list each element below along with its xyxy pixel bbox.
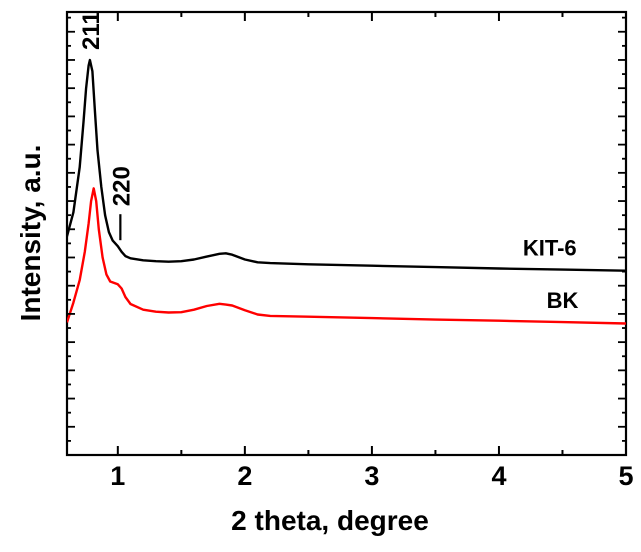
x-axis-title: 2 theta, degree: [231, 505, 429, 536]
peak-label-220: 220: [108, 166, 135, 206]
series-label-kit-6: KIT-6: [523, 236, 577, 261]
x-tick-label-3: 3: [364, 461, 379, 491]
x-tick-label-1: 1: [110, 461, 125, 491]
peak-label-211: 211: [78, 11, 105, 50]
series-line-bk: [67, 187, 626, 325]
x-tick-label-5: 5: [618, 461, 633, 491]
series-label-bk: BK: [547, 288, 579, 313]
x-tick-label-4: 4: [491, 461, 506, 491]
y-axis-title: Intensity, a.u.: [15, 145, 46, 322]
x-tick-label-2: 2: [237, 461, 252, 491]
plot-frame: [65, 10, 628, 457]
series-line-kit-6: [67, 58, 626, 272]
